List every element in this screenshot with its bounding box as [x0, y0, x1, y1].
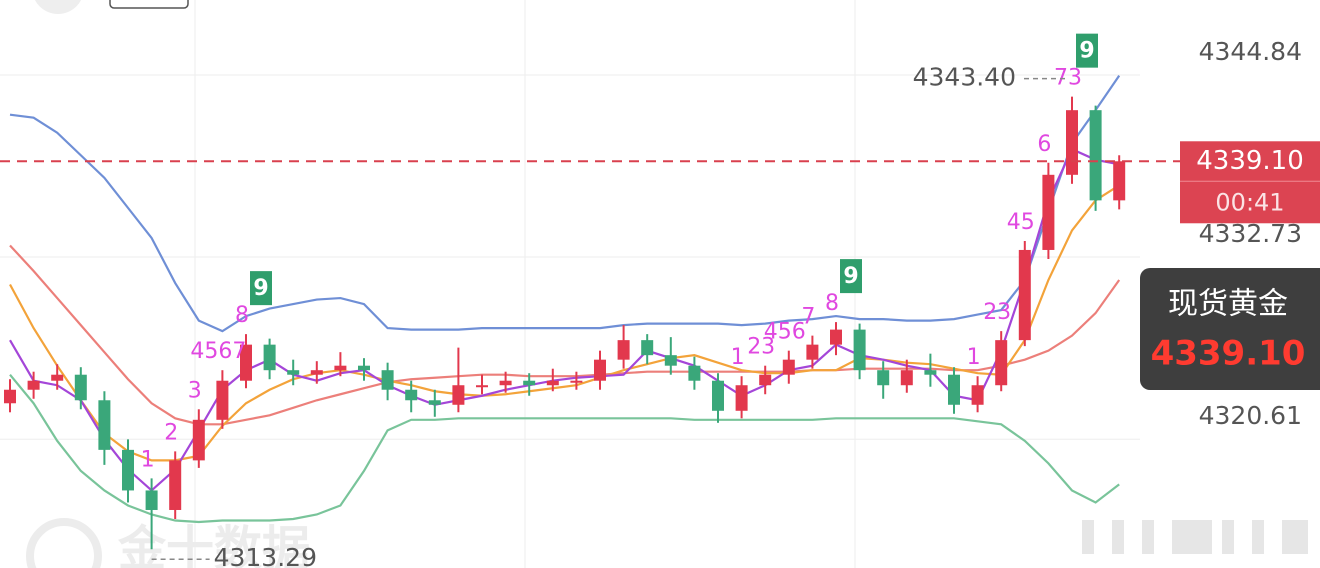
top-icon: [34, 0, 82, 14]
candle-body: [877, 370, 890, 386]
candle-body: [452, 385, 465, 405]
indicator-line: [9, 74, 1121, 333]
td-nine-box: [840, 259, 862, 294]
td-count: 1: [731, 345, 745, 370]
y-tick-label: 4332.73: [1199, 219, 1302, 248]
low-marker-label: 4313.29: [214, 543, 317, 568]
candle-body: [617, 340, 630, 360]
candle-body: [1018, 249, 1031, 341]
indicator-line: [9, 374, 1120, 524]
candle-body: [310, 370, 323, 375]
candle-body: [428, 400, 441, 405]
bars-icon: [1082, 520, 1308, 554]
instrument-price: 4339.10: [1151, 334, 1306, 374]
instrument-box: [1140, 268, 1320, 390]
candle-body: [405, 389, 418, 401]
candle-body: [664, 355, 677, 366]
candle-body: [924, 370, 937, 375]
candle-body: [782, 359, 795, 375]
candle-body: [806, 344, 819, 360]
candle-body: [948, 374, 960, 405]
candle-body: [263, 344, 276, 371]
candle-body: [334, 365, 347, 371]
candle-body: [216, 380, 229, 420]
td-count: 456: [764, 320, 806, 345]
last-price-box: [1180, 141, 1320, 224]
td-count: 73: [1054, 66, 1082, 91]
td-count: 4567: [190, 339, 246, 364]
candle-body: [523, 380, 536, 386]
td-nine-box: [250, 271, 272, 306]
candle-body: [27, 380, 40, 390]
top-button: [109, 0, 189, 9]
candle-body: [594, 359, 606, 381]
candle-body: [641, 340, 654, 356]
instrument-name: 现货黄金: [1168, 287, 1288, 322]
td-count: 23: [747, 335, 775, 360]
candle-body: [145, 490, 158, 510]
candle-body: [74, 374, 87, 401]
countdown: 00:41: [1215, 188, 1284, 216]
candle-body: [287, 370, 300, 375]
candle-body: [98, 400, 111, 450]
candle-body: [995, 340, 1008, 386]
candle-body: [735, 385, 748, 411]
candle-body: [688, 365, 701, 381]
candle-body: [358, 365, 370, 371]
td-count: 23: [983, 300, 1011, 325]
candle-body: [570, 380, 583, 383]
td-count: 3: [188, 378, 202, 403]
candle-body: [51, 374, 64, 381]
candle-body: [971, 385, 984, 405]
td-count: 2: [164, 420, 178, 445]
td-nine-box: [1076, 33, 1098, 68]
candle-body: [830, 329, 842, 345]
td-nine: 9: [843, 264, 858, 289]
candle-body: [240, 344, 252, 381]
candle-body: [759, 374, 772, 386]
td-count: 8: [235, 303, 249, 328]
watermark: 金十数据: [117, 521, 310, 568]
td-count: 45: [1007, 210, 1035, 235]
watermark-logo: [26, 518, 102, 568]
candle-body: [381, 370, 394, 390]
candle-body: [900, 370, 913, 386]
candle-body: [546, 380, 559, 386]
candle-body: [499, 380, 512, 386]
last-price-label: 4339.10: [1196, 146, 1304, 176]
td-count: 6: [1037, 132, 1051, 157]
candle-body: [1089, 110, 1102, 201]
candle-body: [122, 449, 134, 491]
td-count: 7: [801, 305, 815, 330]
candle-body: [1066, 110, 1078, 175]
td-count: 1: [141, 447, 155, 472]
td-count: 8: [825, 291, 839, 316]
td-nine: 9: [253, 276, 268, 301]
y-tick-label: 4344.84: [1199, 37, 1302, 66]
candle-body: [4, 389, 16, 404]
td-count: 1: [967, 345, 981, 370]
candle-body: [169, 460, 182, 510]
candle-body: [1113, 161, 1126, 201]
y-tick-label: 4320.61: [1199, 401, 1302, 430]
td-nine: 9: [1079, 39, 1094, 64]
candle-body: [712, 380, 724, 411]
candle-body: [192, 419, 205, 461]
candle-body: [853, 329, 866, 371]
candle-body: [476, 385, 488, 388]
candle-body: [1042, 174, 1055, 250]
high-marker-label: 4343.40: [913, 63, 1016, 92]
